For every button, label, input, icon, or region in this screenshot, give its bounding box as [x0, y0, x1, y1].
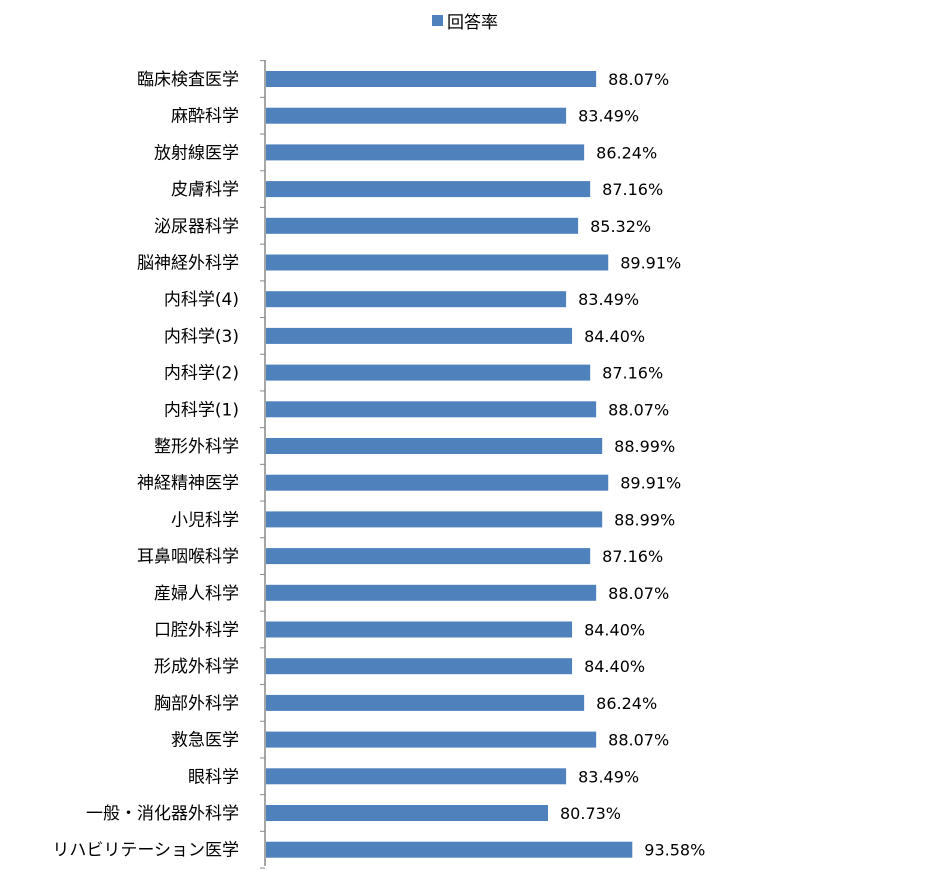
bar	[266, 438, 603, 454]
bar	[266, 401, 597, 418]
bar	[266, 327, 573, 344]
category-label: 皮膚科学	[171, 180, 239, 200]
data-label: 80.73%	[560, 804, 621, 823]
data-label: 88.07%	[608, 70, 669, 89]
category-label: 口腔外科学	[154, 621, 239, 641]
bar	[266, 621, 573, 638]
bar	[266, 364, 591, 381]
category-label: 内科学(3)	[164, 327, 239, 347]
category-label: 眼科学	[188, 767, 239, 787]
bar	[266, 181, 591, 198]
bar	[266, 805, 548, 821]
category-label: 小児科学	[171, 510, 239, 530]
data-label: 88.07%	[608, 400, 669, 419]
category-label: 泌尿器科学	[154, 217, 239, 237]
data-label: 88.07%	[608, 731, 669, 750]
data-label: 89.91%	[620, 254, 681, 273]
data-label: 88.99%	[614, 510, 675, 529]
data-label: 93.58%	[644, 841, 705, 860]
category-label: 整形外科学	[154, 437, 239, 457]
category-label: 神経精神医学	[137, 474, 239, 494]
bar	[266, 768, 567, 785]
bar	[266, 107, 567, 124]
legend: 回答率	[432, 8, 498, 33]
bar	[266, 144, 585, 161]
category-label: 臨床検査医学	[137, 70, 239, 90]
data-label: 88.99%	[614, 437, 675, 456]
category-label: 耳鼻咽喉科学	[137, 547, 239, 567]
category-label: 脳神経外科学	[137, 254, 239, 274]
data-label: 83.49%	[578, 107, 639, 126]
data-label: 83.49%	[578, 767, 639, 786]
category-label: 内科学(4)	[164, 290, 239, 310]
bar	[266, 731, 597, 748]
data-label: 84.40%	[584, 657, 645, 676]
category-label: リハビリテーション医学	[52, 841, 239, 861]
bar	[266, 658, 573, 675]
category-label: 救急医学	[171, 731, 239, 751]
bar	[266, 511, 603, 528]
data-label: 89.91%	[620, 474, 681, 493]
data-label: 84.40%	[584, 327, 645, 346]
data-label: 84.40%	[584, 621, 645, 640]
legend-label: 回答率	[447, 13, 498, 33]
data-label: 87.16%	[602, 180, 663, 199]
data-label: 87.16%	[602, 364, 663, 383]
category-label: 胸部外科学	[154, 694, 239, 714]
bar	[266, 584, 597, 601]
category-label: 形成外科学	[154, 657, 239, 677]
data-label: 86.24%	[596, 143, 657, 162]
bar	[266, 548, 591, 565]
bar	[266, 291, 567, 308]
category-label: 麻酔科学	[171, 107, 239, 127]
data-label: 85.32%	[590, 217, 651, 236]
bar	[266, 694, 585, 711]
bar	[266, 71, 597, 87]
data-label: 87.16%	[602, 547, 663, 566]
category-label: 一般・消化器外科学	[86, 804, 239, 824]
bar	[266, 841, 633, 858]
legend-swatch	[432, 15, 443, 26]
category-label: 内科学(2)	[164, 364, 239, 384]
category-label: 放射線医学	[154, 143, 239, 163]
bar	[266, 474, 609, 491]
category-label: 産婦人科学	[154, 584, 239, 604]
category-label: 内科学(1)	[164, 400, 239, 420]
bar	[266, 217, 579, 234]
data-label: 86.24%	[596, 694, 657, 713]
data-label: 83.49%	[578, 290, 639, 309]
data-label: 88.07%	[608, 584, 669, 603]
bar	[266, 254, 609, 271]
